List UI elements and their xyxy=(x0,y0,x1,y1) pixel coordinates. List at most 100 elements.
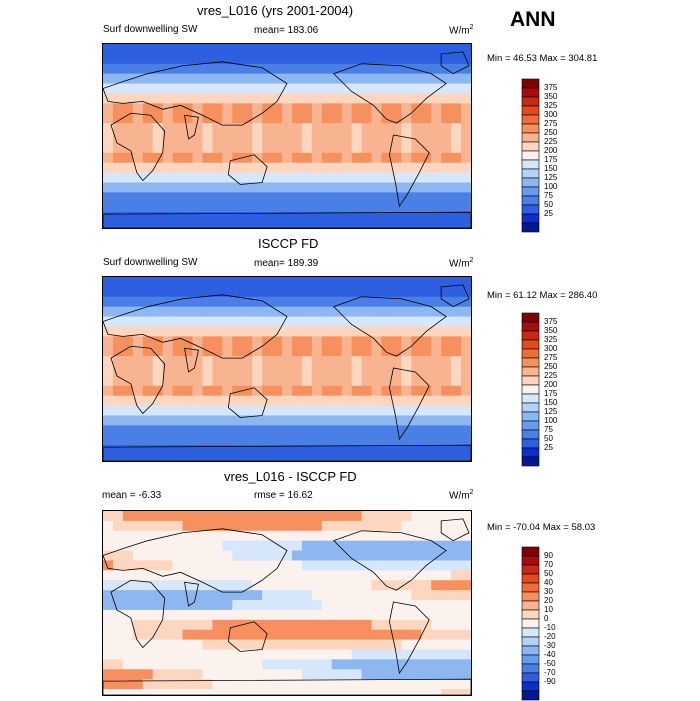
colorbar-tick-label: 200 xyxy=(544,380,558,389)
mean-label: mean= 189.39 xyxy=(254,258,319,269)
field-cell xyxy=(381,123,392,134)
field-cell xyxy=(321,73,333,85)
field-cell xyxy=(182,600,194,611)
field-cell xyxy=(321,277,333,288)
field-cell xyxy=(242,550,253,561)
field-cell xyxy=(132,455,144,461)
field-cell xyxy=(262,619,273,631)
field-cell xyxy=(222,44,233,55)
coastline xyxy=(440,284,470,308)
field-cell xyxy=(321,296,333,308)
field-cell xyxy=(351,659,363,670)
field-cell xyxy=(371,222,382,228)
field-cell xyxy=(381,222,392,228)
field-cell xyxy=(461,346,471,357)
field-cell xyxy=(341,455,353,461)
field-cell xyxy=(461,222,471,228)
coastline xyxy=(184,114,199,140)
field-cell xyxy=(441,172,452,183)
field-cell xyxy=(381,306,392,318)
field-cell xyxy=(192,455,203,461)
field-cell xyxy=(301,669,313,680)
field-cell xyxy=(461,172,471,183)
field-cell xyxy=(103,212,114,223)
field-cell xyxy=(242,152,253,164)
field-cell xyxy=(103,679,114,690)
field-cell xyxy=(351,133,363,144)
field-cell xyxy=(351,560,363,571)
field-cell xyxy=(321,455,333,461)
field-cell xyxy=(112,639,124,650)
field-cell xyxy=(262,182,273,193)
field-cell xyxy=(172,152,184,164)
field-cell xyxy=(331,162,343,174)
field-cell xyxy=(242,172,253,183)
field-cell xyxy=(212,277,223,288)
field-cell xyxy=(341,550,353,561)
field-cell xyxy=(341,590,353,601)
field-cell xyxy=(212,346,223,357)
field-cell xyxy=(411,93,422,104)
field-cell xyxy=(202,222,213,228)
field-cell xyxy=(162,277,174,288)
field-cell xyxy=(371,142,382,154)
field-cell xyxy=(232,53,243,65)
field-cell xyxy=(461,83,471,94)
field-cell xyxy=(192,356,203,367)
colorbar-tick-label: 25 xyxy=(544,209,553,218)
field-cell xyxy=(321,83,333,94)
field-cell xyxy=(132,415,144,426)
field-cell xyxy=(103,53,114,65)
field-cell xyxy=(431,619,442,631)
field-cell xyxy=(132,689,144,695)
field-cell xyxy=(262,649,273,660)
field-cell xyxy=(401,356,412,367)
field-cell xyxy=(252,395,263,407)
field-cell xyxy=(182,113,194,124)
field-cell xyxy=(272,152,283,164)
field-cell xyxy=(282,629,293,641)
field-cell xyxy=(192,395,203,407)
field-cell xyxy=(451,570,462,581)
field-cell xyxy=(441,619,452,631)
field-cell xyxy=(122,385,134,397)
field-cell xyxy=(212,162,223,174)
field-cell xyxy=(461,366,471,377)
field-cell xyxy=(321,560,333,571)
field-cell xyxy=(391,679,402,690)
field-cell xyxy=(172,435,184,446)
coastline xyxy=(103,211,471,228)
field-cell xyxy=(311,455,323,461)
field-cell xyxy=(301,133,313,144)
field-cell xyxy=(301,346,313,357)
field-cell xyxy=(162,182,174,193)
field-cell xyxy=(301,455,313,461)
field-cell xyxy=(132,366,144,377)
field-cell xyxy=(212,639,223,650)
field-cell xyxy=(103,326,114,337)
field-cell xyxy=(152,53,164,65)
field-cell xyxy=(351,366,363,377)
field-cell xyxy=(331,395,343,407)
field-cell xyxy=(242,212,253,223)
field-cell xyxy=(301,639,313,650)
field-cell xyxy=(162,172,174,183)
field-cell xyxy=(341,385,353,397)
field-cell xyxy=(371,346,382,357)
field-cell xyxy=(142,619,154,631)
field-cell xyxy=(242,619,253,631)
field-cell xyxy=(172,540,184,552)
field-cell xyxy=(202,133,213,144)
coastline xyxy=(110,345,166,415)
field-cell xyxy=(103,639,114,650)
field-cell xyxy=(421,142,432,154)
field-cell xyxy=(311,202,323,213)
field-cell xyxy=(401,192,412,203)
field-cell xyxy=(341,152,353,164)
field-cell xyxy=(192,222,203,228)
field-cell xyxy=(172,83,184,94)
field-cell xyxy=(122,455,134,461)
field-cell xyxy=(331,44,343,55)
field-cell xyxy=(461,609,471,621)
field-cell xyxy=(461,306,471,318)
